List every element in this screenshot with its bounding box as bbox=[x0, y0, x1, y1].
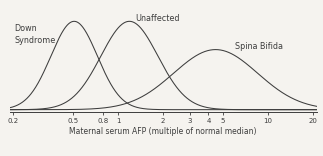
X-axis label: Maternal serum AFP (multiple of normal median): Maternal serum AFP (multiple of normal m… bbox=[69, 127, 257, 136]
Text: Unaffected: Unaffected bbox=[135, 15, 180, 23]
Text: Down
Syndrome: Down Syndrome bbox=[15, 24, 56, 45]
Text: Spina Bifida: Spina Bifida bbox=[235, 42, 283, 51]
